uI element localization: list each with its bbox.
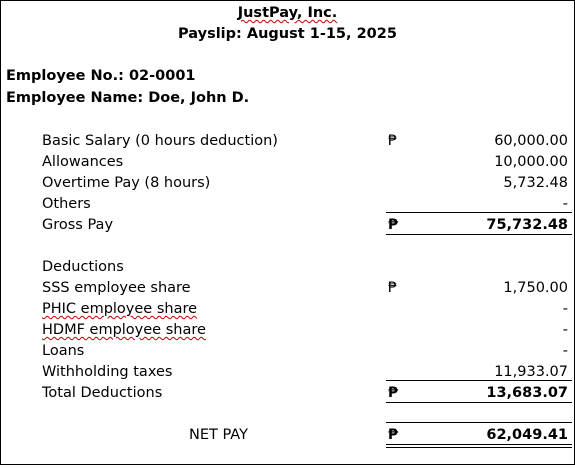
net-pay-row: NET PAY ₱ 62,049.41 xyxy=(1,424,574,445)
earning-label: Basic Salary (0 hours deduction) xyxy=(42,133,278,149)
deduction-row-phic: PHIC employee share - xyxy=(1,298,574,319)
peso-sign: ₱ xyxy=(388,427,399,443)
deduction-row-hdmf: HDMF employee share - xyxy=(1,319,574,340)
total-deductions-underline xyxy=(386,402,572,403)
deduction-label: Loans xyxy=(42,343,85,359)
gross-rule xyxy=(386,212,572,213)
total-deductions-row: Total Deductions ₱ 13,683.07 xyxy=(1,382,574,403)
employee-name: Employee Name: Doe, John D. xyxy=(6,90,250,106)
net-pay-label: NET PAY xyxy=(189,427,248,443)
deduction-amount: - xyxy=(562,322,568,338)
earning-row-basic-salary: Basic Salary (0 hours deduction) ₱ 60,00… xyxy=(1,130,574,151)
employee-number: Employee No.: 02-0001 xyxy=(6,68,196,84)
deduction-row-loans: Loans - xyxy=(1,340,574,361)
earning-label: Others xyxy=(42,196,91,212)
deduction-label: PHIC employee share xyxy=(42,301,198,317)
earning-amount: - xyxy=(562,196,568,212)
net-pay-amount: 62,049.41 xyxy=(486,427,568,443)
earning-row-overtime: Overtime Pay (8 hours) 5,732.48 xyxy=(1,172,574,193)
total-deductions-amount: 13,683.07 xyxy=(486,385,568,401)
total-deductions-rule xyxy=(386,380,572,381)
gross-pay-row: Gross Pay ₱ 75,732.48 xyxy=(1,214,574,235)
earning-label: Allowances xyxy=(42,154,124,170)
earning-amount: 5,732.48 xyxy=(503,175,568,191)
peso-sign: ₱ xyxy=(388,280,398,296)
earning-amount: 60,000.00 xyxy=(494,133,568,149)
deduction-label: SSS employee share xyxy=(42,280,191,296)
net-pay-rule xyxy=(386,422,572,423)
deductions-heading: Deductions xyxy=(42,259,124,275)
peso-sign: ₱ xyxy=(388,133,398,149)
peso-sign: ₱ xyxy=(388,385,399,401)
deduction-label: Withholding taxes xyxy=(42,364,173,380)
company-name: JustPay, Inc. xyxy=(237,5,338,21)
earning-label: Overtime Pay (8 hours) xyxy=(42,175,211,191)
gross-pay-amount: 75,732.48 xyxy=(486,217,568,233)
earning-row-others: Others - xyxy=(1,193,574,214)
deduction-amount: - xyxy=(562,301,568,317)
deduction-amount: 1,750.00 xyxy=(503,280,568,296)
gross-pay-label: Gross Pay xyxy=(42,217,114,233)
earning-row-allowances: Allowances 10,000.00 xyxy=(1,151,574,172)
deduction-amount: 11,933.07 xyxy=(494,364,568,380)
deduction-row-withholding-tax: Withholding taxes 11,933.07 xyxy=(1,361,574,382)
deduction-row-sss: SSS employee share ₱ 1,750.00 xyxy=(1,277,574,298)
deductions-heading-row: Deductions xyxy=(1,256,574,277)
total-deductions-label: Total Deductions xyxy=(42,385,163,401)
payslip-period: Payslip: August 1-15, 2025 xyxy=(178,26,397,42)
net-pay-double-underline-bottom xyxy=(386,447,572,448)
earning-amount: 10,000.00 xyxy=(494,154,568,170)
peso-sign: ₱ xyxy=(388,217,399,233)
deduction-label: HDMF employee share xyxy=(42,322,206,338)
net-pay-double-underline-top xyxy=(386,444,572,445)
deduction-amount: - xyxy=(562,343,568,359)
gross-underline xyxy=(386,234,572,235)
